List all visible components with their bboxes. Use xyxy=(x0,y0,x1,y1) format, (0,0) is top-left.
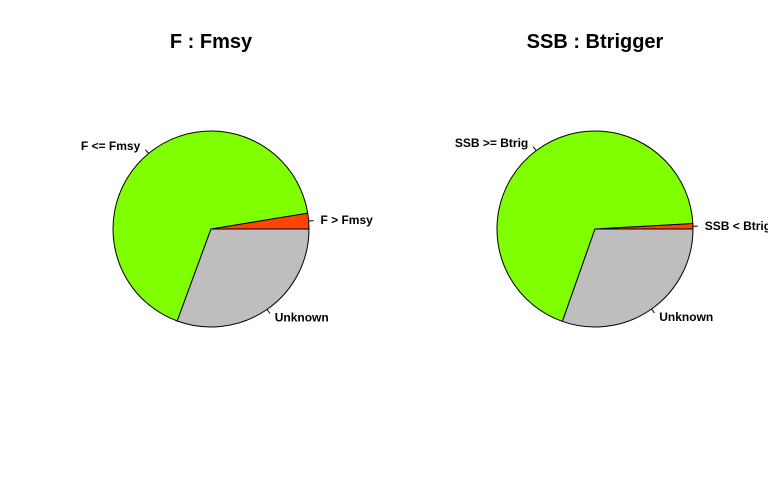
pie-slice-f-le-fmsy xyxy=(112,130,309,322)
slice-label-unknown: Unknown xyxy=(659,310,713,324)
slice-leader-line xyxy=(266,309,271,314)
pie-slice-unknown xyxy=(176,228,310,328)
slice-label-f-gt-fmsy: F > Fmsy xyxy=(320,213,373,227)
pie-slice-unknown xyxy=(561,228,694,328)
slice-label-f-le-fmsy: F <= Fmsy xyxy=(81,139,141,153)
slice-label-ssb-lt-btrig: SSB < Btrig xyxy=(705,219,768,233)
slice-leader-line xyxy=(651,308,655,314)
slice-leader-line xyxy=(532,146,537,151)
slice-label-ssb-ge-btrig: SSB >= Btrig xyxy=(455,136,528,150)
chart-title: SSB : Btrigger xyxy=(527,31,664,53)
chart-title: F : Fmsy xyxy=(170,31,253,53)
pie-slices: F > Fmsy F <= Fmsy Unknown xyxy=(81,130,373,328)
pie-chart-ssb-btrigger: SSB : Btrigger SSB < Btrig SSB >= Btrig Un… xyxy=(455,31,768,328)
pie-chart-f-fmsy: F : Fmsy F > Fmsy F <= Fmsy Unknown xyxy=(81,31,373,328)
slice-leader-line xyxy=(145,149,149,154)
pie-slices: SSB < Btrig SSB >= Btrig Unknown xyxy=(455,130,768,328)
slice-label-unknown: Unknown xyxy=(275,310,329,324)
